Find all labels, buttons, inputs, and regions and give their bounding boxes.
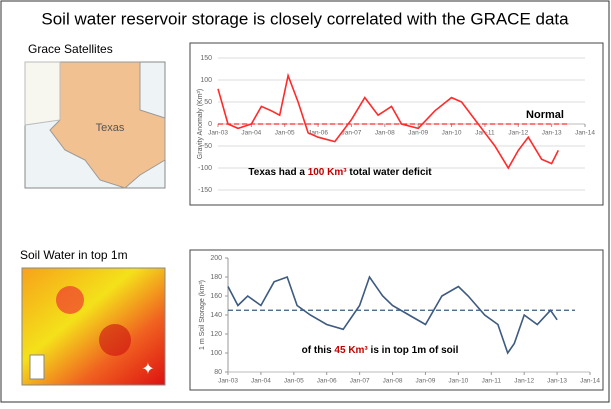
annotation-part: is in top 1m of soil bbox=[368, 345, 459, 356]
map-label: Texas bbox=[96, 122, 125, 134]
page: Soil water reservoir storage is closely … bbox=[0, 0, 611, 409]
annotation: of this 45 Km³ is in top 1m of soil bbox=[302, 345, 459, 356]
slide-title: Soil water reservoir storage is closely … bbox=[41, 9, 569, 28]
x-tick-label: Jan-09 bbox=[416, 378, 436, 385]
x-tick-label: Jan-04 bbox=[241, 130, 261, 137]
y-tick-label: 80 bbox=[214, 369, 222, 376]
soil-map: ✦ bbox=[22, 268, 165, 385]
y-tick-label: 100 bbox=[200, 77, 212, 84]
svg-text:✦: ✦ bbox=[141, 361, 154, 378]
x-tick-label: Jan-13 bbox=[547, 378, 567, 385]
x-tick-label: Jan-14 bbox=[575, 130, 595, 137]
annotation-part: 45 Km³ bbox=[334, 345, 368, 356]
panel-label: Grace Satellites bbox=[28, 42, 113, 56]
y-tick-label: 0 bbox=[208, 121, 212, 128]
x-tick-label: Jan-08 bbox=[375, 130, 395, 137]
x-tick-label: Jan-12 bbox=[514, 378, 534, 385]
x-tick-label: Jan-11 bbox=[482, 378, 502, 385]
y-tick-label: 120 bbox=[210, 331, 222, 338]
x-tick-label: Jan-06 bbox=[308, 130, 328, 137]
y-tick-label: 140 bbox=[210, 312, 222, 319]
annotation-part: of this bbox=[302, 345, 335, 356]
annotation-part: 100 Km³ bbox=[308, 167, 348, 178]
x-tick-label: Jan-07 bbox=[342, 130, 362, 137]
y-tick-label: 180 bbox=[210, 274, 222, 281]
x-tick-label: Jan-05 bbox=[284, 378, 304, 385]
x-tick-label: Jan-10 bbox=[442, 130, 462, 137]
texas-map: Texas bbox=[25, 62, 165, 188]
panel-label: Soil Water in top 1m bbox=[20, 248, 128, 262]
annotation-part: Texas had a bbox=[248, 167, 307, 178]
reference-label: Normal bbox=[526, 109, 564, 121]
x-tick-label: Jan-10 bbox=[448, 378, 468, 385]
y-axis-label: Gravity Anomaly (Km³) bbox=[197, 89, 204, 159]
x-tick-label: Jan-13 bbox=[542, 130, 562, 137]
y-tick-label: 160 bbox=[210, 293, 222, 300]
annotation: Texas had a 100 Km³ total water deficit bbox=[248, 167, 432, 178]
slide: Soil water reservoir storage is closely … bbox=[0, 0, 611, 404]
y-tick-label: -150 bbox=[198, 187, 212, 194]
y-tick-label: 50 bbox=[204, 99, 212, 106]
x-tick-label: Jan-03 bbox=[208, 130, 228, 137]
x-tick-label: Jan-12 bbox=[508, 130, 528, 137]
x-tick-label: Jan-14 bbox=[580, 378, 600, 385]
x-tick-label: Jan-07 bbox=[350, 378, 370, 385]
annotation-part: total water deficit bbox=[347, 167, 433, 178]
y-axis-label: 1 m Soil Storage (km³) bbox=[199, 280, 206, 350]
x-tick-label: Jan-08 bbox=[383, 378, 403, 385]
x-tick-label: Jan-09 bbox=[408, 130, 428, 137]
x-tick-label: Jan-06 bbox=[317, 378, 337, 385]
y-tick-label: 100 bbox=[210, 350, 222, 357]
y-tick-label: -100 bbox=[198, 165, 212, 172]
y-tick-label: 200 bbox=[210, 255, 222, 262]
x-tick-label: Jan-04 bbox=[251, 378, 271, 385]
y-tick-label: 150 bbox=[200, 55, 212, 62]
x-tick-label: Jan-03 bbox=[218, 378, 238, 385]
x-tick-label: Jan-05 bbox=[275, 130, 295, 137]
